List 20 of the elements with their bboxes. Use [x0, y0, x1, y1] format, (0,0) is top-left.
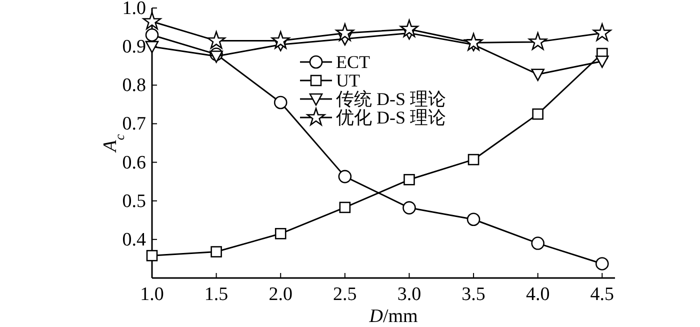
- x-tick-label: 3.5: [462, 284, 486, 305]
- y-tick-label: 0.7: [122, 114, 146, 135]
- legend-label: UT: [336, 70, 360, 90]
- legend-label: ECT: [336, 52, 370, 72]
- x-axis-title: D/mm: [368, 306, 418, 327]
- legend-label: 传统 D-S 理论: [336, 89, 446, 109]
- legend-label: 优化 D-S 理论: [336, 108, 446, 128]
- y-tick-label: 0.6: [122, 152, 146, 174]
- y-tick-label: 0.4: [122, 229, 146, 250]
- y-tick-label: 1.0: [122, 0, 146, 19]
- x-tick-label: 3.0: [397, 284, 422, 305]
- x-tick-label: 2.5: [333, 284, 357, 305]
- x-tick-label: 4.5: [590, 284, 614, 305]
- x-tick-label: 1.0: [140, 284, 164, 305]
- x-tick-label: 1.5: [204, 284, 228, 305]
- y-tick-label: 0.5: [122, 190, 146, 212]
- x-tick-label: 4.0: [526, 284, 550, 305]
- y-tick-label: 0.9: [122, 36, 146, 58]
- y-tick-label: 0.8: [122, 75, 146, 96]
- x-tick-label: 2.0: [268, 284, 292, 305]
